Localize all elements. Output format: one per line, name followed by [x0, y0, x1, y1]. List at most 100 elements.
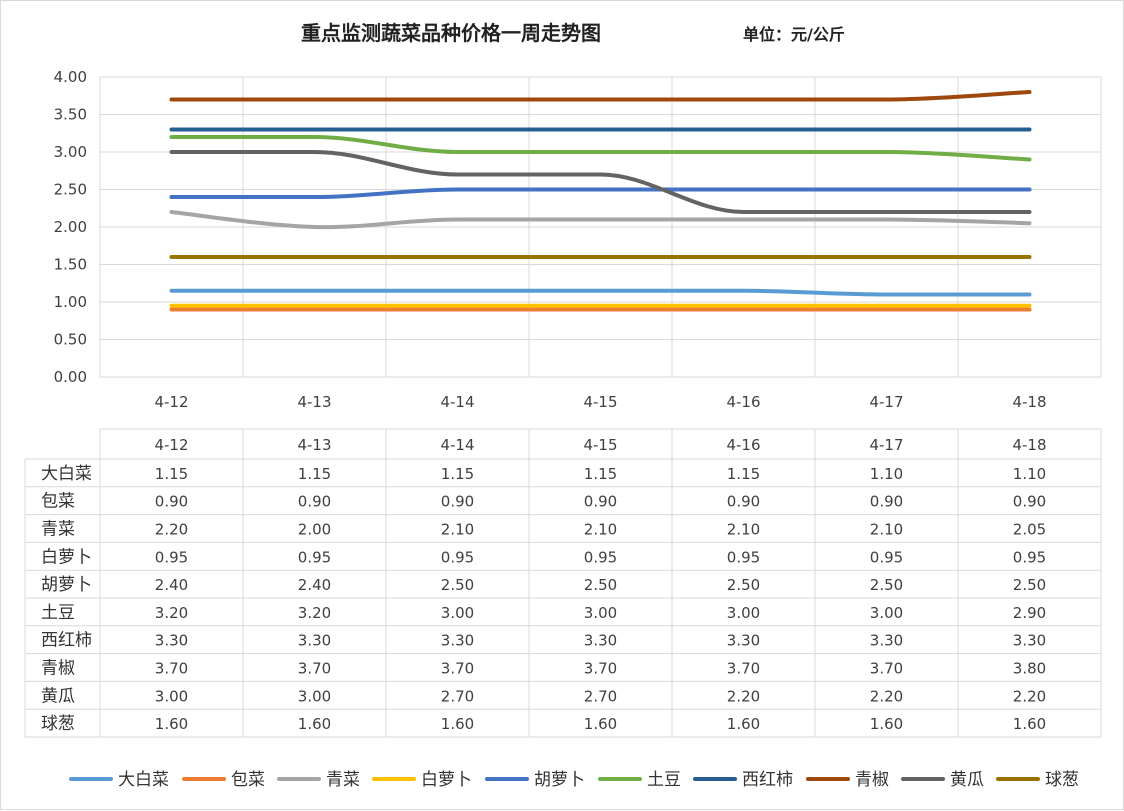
y-tick-label: 3.00	[54, 143, 87, 161]
table-cell: 1.60	[441, 715, 474, 733]
table-cell: 3.70	[441, 660, 474, 678]
table-header-cell: 4-16	[726, 436, 760, 454]
table-cell: 2.50	[1013, 576, 1046, 594]
table-cell: 1.15	[298, 465, 331, 483]
table-header-cell: 4-12	[154, 436, 188, 454]
table-cell: 2.50	[727, 576, 760, 594]
table-cell: 2.50	[441, 576, 474, 594]
table-header-cell: 4-15	[583, 436, 617, 454]
chart-title: 重点监测蔬菜品种价格一周走势图	[301, 21, 601, 45]
series-line-7	[169, 90, 1032, 102]
table-cell: 1.60	[584, 715, 617, 733]
legend-label: 包菜	[231, 770, 265, 790]
table-cell: 3.00	[727, 604, 760, 622]
table-cell: 3.00	[584, 604, 617, 622]
table-cell: 1.15	[155, 465, 188, 483]
table-cell: 0.95	[441, 548, 474, 566]
table-row-label: 青椒	[41, 659, 75, 679]
table-header-cell: 4-14	[440, 436, 474, 454]
table-cell: 0.95	[727, 548, 760, 566]
y-tick-label: 0.00	[54, 368, 87, 386]
table-cell: 3.20	[298, 604, 331, 622]
table-cell: 0.95	[584, 548, 617, 566]
legend-label: 西红柿	[742, 770, 793, 790]
table-cell: 2.20	[155, 521, 188, 539]
y-tick-label: 2.50	[54, 181, 87, 199]
legend-label: 土豆	[647, 770, 681, 790]
table-cell: 0.90	[727, 493, 760, 511]
series-line-2	[169, 210, 1032, 230]
x-tick-label: 4-18	[1012, 393, 1046, 411]
table-cell: 2.20	[727, 687, 760, 705]
table-header-cell: 4-17	[869, 436, 903, 454]
table-cell: 2.40	[155, 576, 188, 594]
table-row-label: 青菜	[41, 520, 75, 540]
table-cell: 3.80	[1013, 660, 1046, 678]
table-cell: 0.90	[441, 493, 474, 511]
table-cell: 1.15	[584, 465, 617, 483]
legend-label: 青椒	[855, 770, 889, 790]
table-cell: 2.10	[441, 521, 474, 539]
table-cell: 2.10	[727, 521, 760, 539]
x-tick-label: 4-15	[583, 393, 617, 411]
table-cell: 0.90	[155, 493, 188, 511]
table-cell: 3.30	[441, 632, 474, 650]
table-row-label: 西红柿	[41, 631, 92, 651]
legend-label: 白萝卜	[421, 770, 472, 790]
table-cell: 0.90	[870, 493, 903, 511]
table-cell: 3.00	[870, 604, 903, 622]
table-cell: 2.10	[584, 521, 617, 539]
table-header-cell: 4-13	[297, 436, 331, 454]
table-cell: 3.70	[155, 660, 188, 678]
table-cell: 3.70	[727, 660, 760, 678]
table-cell: 1.60	[870, 715, 903, 733]
table-cell: 2.40	[298, 576, 331, 594]
table-row-label: 白萝卜	[41, 547, 92, 567]
table-cell: 3.00	[298, 687, 331, 705]
legend-label: 黄瓜	[950, 770, 984, 790]
table-row-label: 胡萝卜	[41, 575, 92, 595]
x-tick-label: 4-13	[297, 393, 331, 411]
table-cell: 2.90	[1013, 604, 1046, 622]
series-line-8	[169, 149, 1032, 215]
table-cell: 3.30	[727, 632, 760, 650]
table-cell: 1.15	[727, 465, 760, 483]
legend-label: 胡萝卜	[534, 770, 585, 790]
legend: 大白菜 包菜 青菜 白萝卜 胡萝卜 土豆 西红柿 青椒 黄瓜 球葱	[69, 770, 1079, 790]
y-tick-label: 1.00	[54, 293, 87, 311]
table-cell: 1.10	[870, 465, 903, 483]
table-cell: 3.70	[584, 660, 617, 678]
x-tick-label: 4-17	[869, 393, 903, 411]
table-cell: 0.95	[1013, 548, 1046, 566]
unit-label: 单位：元/公斤	[743, 25, 845, 44]
y-tick-label: 3.50	[54, 106, 87, 124]
table-row-label: 包菜	[41, 492, 75, 512]
y-tick-label: 1.50	[54, 256, 87, 274]
table-cell: 3.30	[1013, 632, 1046, 650]
y-tick-label: 0.50	[54, 331, 87, 349]
data-table: 4-12 4-13 4-14 4-15 4-16 4-17 4-18 大白菜 1.15 1.15 1…	[24, 428, 1102, 738]
table-cell: 3.30	[155, 632, 188, 650]
table-cell: 3.30	[298, 632, 331, 650]
legend-label: 大白菜	[118, 770, 169, 790]
series-line-0	[169, 288, 1032, 297]
table-cell: 3.00	[441, 604, 474, 622]
x-axis-ticks: 4-12 4-13 4-14 4-15 4-16 4-17 4-18	[154, 393, 1046, 411]
table-cell: 1.60	[1013, 715, 1046, 733]
table-cell: 1.10	[1013, 465, 1046, 483]
table-cell: 2.10	[870, 521, 903, 539]
table-cell: 2.50	[870, 576, 903, 594]
table-row-label: 大白菜	[41, 464, 92, 484]
table-header-cell: 4-18	[1012, 436, 1046, 454]
y-tick-label: 4.00	[54, 68, 87, 86]
table-cell: 1.60	[155, 715, 188, 733]
y-axis-ticks: 0.00 0.50 1.00 1.50 2.00 2.50 3.00 3.50 4.00	[54, 68, 87, 386]
table-cell: 2.20	[870, 687, 903, 705]
table-cell: 2.50	[584, 576, 617, 594]
x-tick-label: 4-16	[726, 393, 760, 411]
table-cell: 0.95	[298, 548, 331, 566]
table-cell: 0.95	[155, 548, 188, 566]
table-cell: 0.90	[1013, 493, 1046, 511]
